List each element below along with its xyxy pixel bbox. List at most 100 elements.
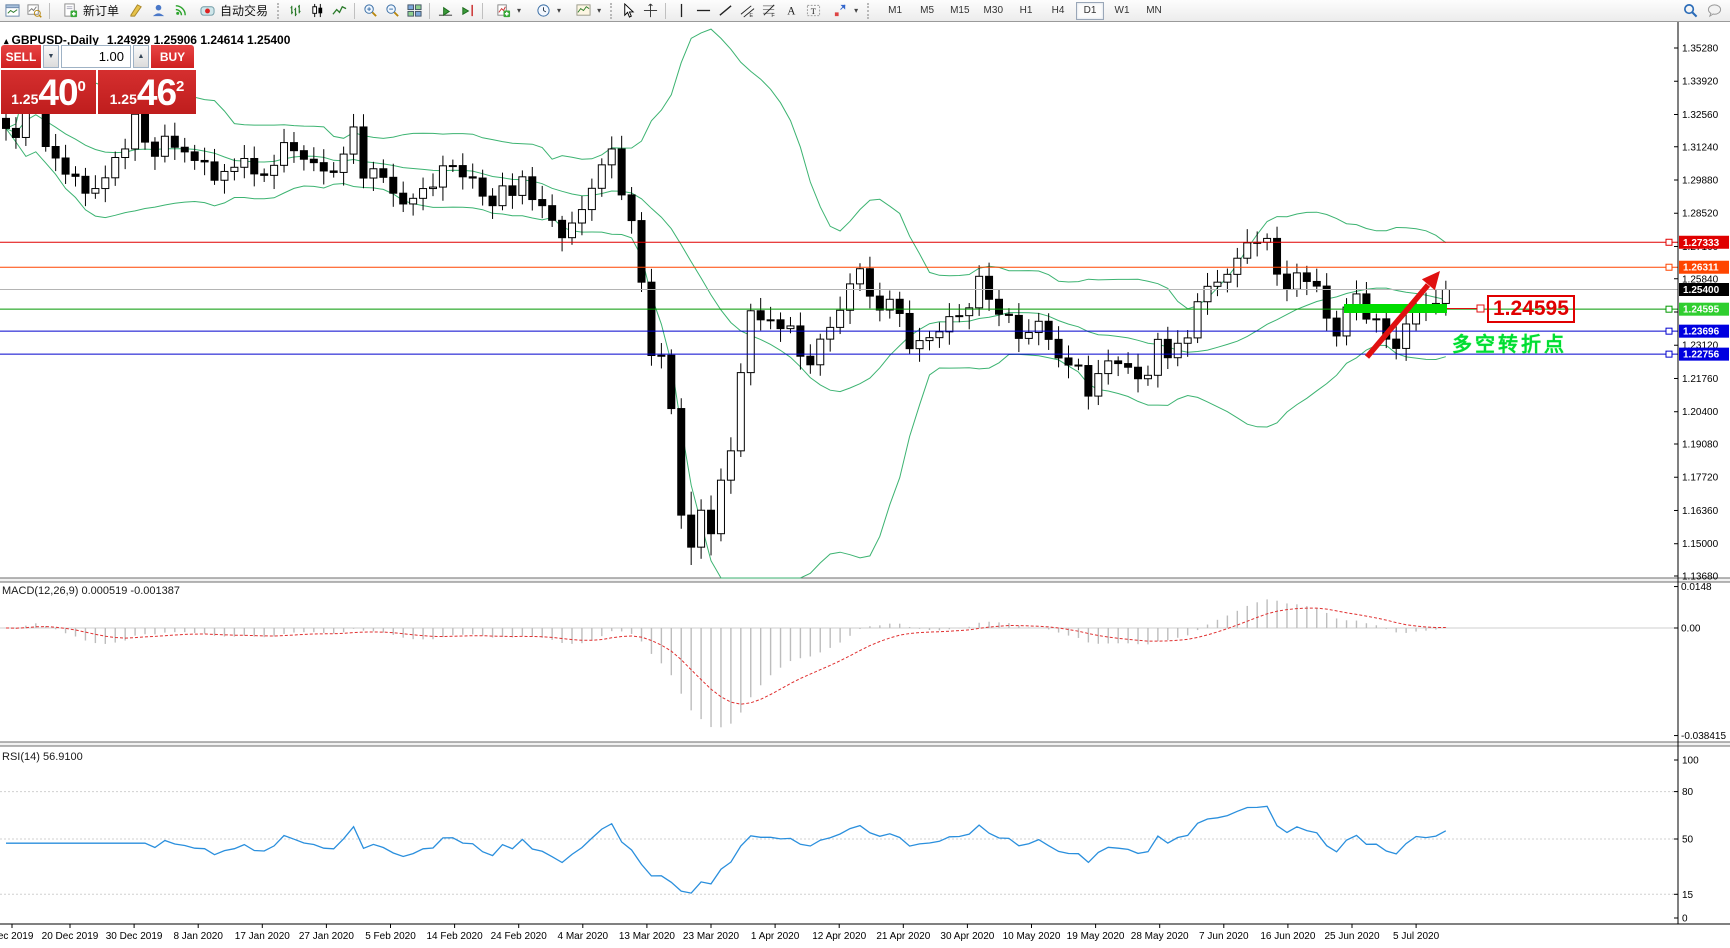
profiles-icon[interactable] (24, 1, 44, 21)
svg-text:30 Dec 2019: 30 Dec 2019 (106, 931, 163, 942)
timeframe-button-h4[interactable]: H4 (1044, 2, 1072, 20)
line-chart-icon[interactable] (329, 1, 349, 21)
timeframe-button-m30[interactable]: M30 (979, 2, 1008, 20)
horizontal-levels[interactable] (0, 238, 1678, 358)
pane-splitter[interactable] (0, 578, 1730, 582)
search-icon[interactable] (1680, 1, 1700, 21)
timeframe-toolbar: M1 M5 M15 M30 H1 H4 D1 W1 MN (881, 1, 1168, 20)
svg-text:1.22756: 1.22756 (1683, 350, 1720, 361)
timeframe-button-m15[interactable]: M15 (945, 2, 974, 20)
signals-icon[interactable] (170, 1, 190, 21)
svg-text:19 May 2020: 19 May 2020 (1067, 931, 1125, 942)
channel-tool-icon[interactable]: E (737, 1, 757, 21)
chart-window-icon[interactable] (2, 1, 22, 21)
template-icon (573, 1, 593, 21)
svg-text:T: T (810, 6, 815, 16)
svg-text:1.32560: 1.32560 (1682, 110, 1719, 121)
svg-text:50: 50 (1682, 835, 1694, 846)
svg-text:1.19080: 1.19080 (1682, 439, 1719, 450)
chart-annotations[interactable] (1344, 271, 1485, 359)
toolbar: 新订单 自动交易 ▾ (0, 0, 1730, 22)
timeframe-button-mn[interactable]: MN (1140, 2, 1168, 20)
support-highlight-bar (1344, 304, 1447, 313)
svg-text:1.25400: 1.25400 (1683, 285, 1720, 296)
timeframe-button-m5[interactable]: M5 (913, 2, 941, 20)
svg-text:5 Feb 2020: 5 Feb 2020 (365, 931, 416, 942)
toolbar-separator (49, 2, 50, 19)
toolbar-separator (429, 2, 431, 19)
one-click-collapse-icon[interactable]: ▴ (4, 36, 9, 46)
svg-text:12 Apr 2020: 12 Apr 2020 (812, 931, 866, 942)
svg-text:8 Jan 2020: 8 Jan 2020 (173, 931, 223, 942)
svg-text:1.15000: 1.15000 (1682, 539, 1719, 550)
svg-text:4 Mar 2020: 4 Mar 2020 (558, 931, 609, 942)
auto-scroll-icon[interactable] (435, 1, 455, 21)
volume-decrease-button[interactable]: ▼ (43, 45, 59, 68)
sell-button[interactable]: SELL (1, 45, 41, 68)
indicators-icon (493, 1, 513, 21)
buy-price-prefix: 1.25 (109, 91, 137, 107)
timeframe-button-w1[interactable]: W1 (1108, 2, 1136, 20)
buy-price-pip: 2 (176, 78, 185, 95)
zoom-in-icon[interactable] (360, 1, 380, 21)
price-badge-1.26311 (1679, 260, 1729, 274)
macd-indicator-label: MACD(12,26,9) 0.000519 -0.001387 (2, 585, 180, 597)
buy-price-main: 46 (136, 72, 177, 113)
fibonacci-tool-icon[interactable]: F (759, 1, 779, 21)
chart-shift-icon[interactable] (457, 1, 477, 21)
cursor-icon[interactable] (618, 1, 638, 21)
timeframe-button-m1[interactable]: M1 (881, 2, 909, 20)
text-tool-icon[interactable]: A (781, 1, 801, 21)
candles-layer (2, 82, 1450, 565)
svg-text:E: E (749, 13, 753, 18)
volume-increase-button[interactable]: ▲ (133, 45, 149, 68)
community-icon[interactable] (148, 1, 168, 21)
crosshair-icon[interactable] (640, 1, 660, 21)
volume-input[interactable] (61, 45, 131, 68)
svg-text:7 Jun 2020: 7 Jun 2020 (1199, 931, 1249, 942)
mql-editor-icon[interactable] (126, 1, 146, 21)
svg-text:1.20400: 1.20400 (1682, 407, 1719, 418)
arrows-tool-button[interactable]: ▾ (825, 1, 863, 21)
svg-text:1.23696: 1.23696 (1683, 327, 1720, 338)
dropdown-caret-icon: ▾ (597, 6, 602, 15)
sell-price-pip: 0 (77, 78, 86, 95)
svg-text:1.31240: 1.31240 (1682, 142, 1719, 153)
price-axis[interactable]: 1.35280 1.33920 1.32560 1.31240 1.29880 1.285… (0, 22, 1730, 925)
new-order-button[interactable]: 新订单 (55, 1, 124, 21)
templates-button[interactable]: ▾ (568, 1, 606, 21)
chat-icon[interactable] (1704, 1, 1724, 21)
svg-text:15: 15 (1682, 890, 1694, 901)
trendline-tool-icon[interactable] (715, 1, 735, 21)
horizontal-line-tool-icon[interactable] (693, 1, 713, 21)
svg-text:28 May 2020: 28 May 2020 (1131, 931, 1189, 942)
svg-text:1.33920: 1.33920 (1682, 77, 1719, 88)
date-axis[interactable]: Dec 2019 20 Dec 2019 30 Dec 2019 8 Jan 2020… (0, 924, 1440, 942)
buy-price-display[interactable]: 1.25 46 2 (98, 70, 196, 114)
svg-text:10 May 2020: 10 May 2020 (1003, 931, 1061, 942)
svg-text:A: A (787, 6, 796, 18)
zoom-out-icon[interactable] (382, 1, 402, 21)
timeframe-button-d1[interactable]: D1 (1076, 1, 1104, 20)
timeframe-button-h1[interactable]: H1 (1012, 2, 1040, 20)
text-label-tool-icon[interactable]: T (803, 1, 823, 21)
buy-button[interactable]: BUY (151, 45, 194, 68)
vertical-line-tool-icon[interactable] (671, 1, 691, 21)
turning-point-note[interactable]: 多空转折点 (1452, 334, 1567, 356)
svg-text:1.29880: 1.29880 (1682, 175, 1719, 186)
chart-canvas[interactable]: 1.35280 1.33920 1.32560 1.31240 1.29880 1.285… (0, 22, 1730, 948)
svg-text:0: 0 (1682, 914, 1688, 925)
autotrading-button[interactable]: 自动交易 (192, 1, 273, 21)
svg-text:100: 100 (1682, 756, 1699, 767)
periods-button[interactable]: ▾ (528, 1, 566, 21)
bar-chart-icon[interactable] (285, 1, 305, 21)
sell-price-display[interactable]: 1.25 40 0 (1, 70, 96, 114)
price-level-callout[interactable]: 1.24595 (1487, 295, 1575, 323)
pane-splitter[interactable] (0, 742, 1730, 746)
dropdown-caret-icon: ▾ (557, 6, 562, 15)
tile-windows-icon[interactable] (404, 1, 424, 21)
indicators-button[interactable]: ▾ (488, 1, 526, 21)
dropdown-caret-icon: ▾ (854, 6, 859, 15)
svg-text:21 Apr 2020: 21 Apr 2020 (876, 931, 930, 942)
candlestick-chart-icon[interactable] (307, 1, 327, 21)
